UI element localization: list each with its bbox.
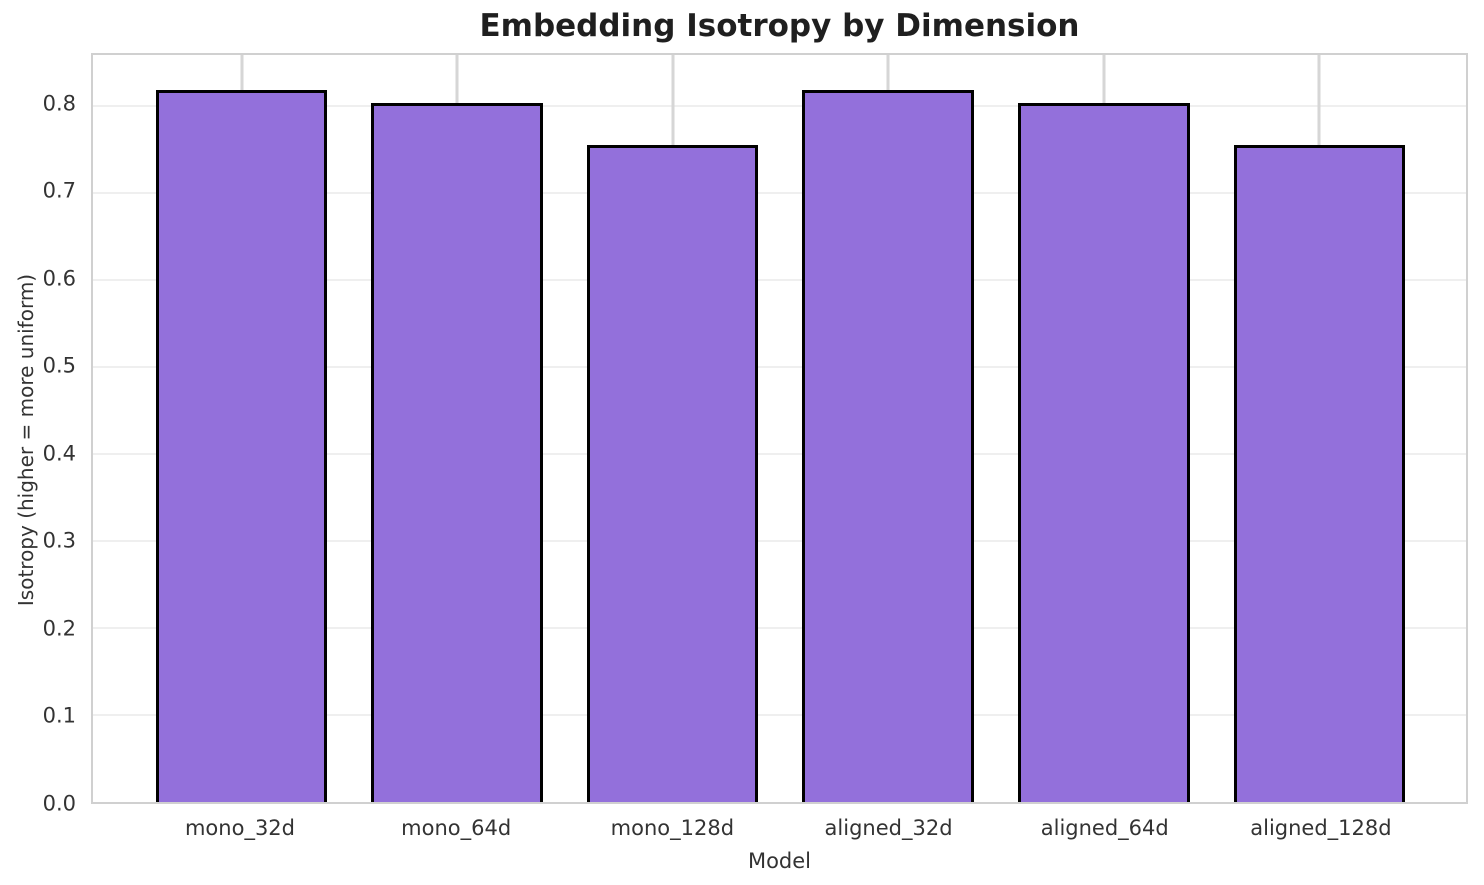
x-tick-label: mono_32d (184, 816, 295, 840)
bar-mono_128d (586, 144, 759, 802)
y-tick-label: 0.0 (42, 791, 76, 816)
horizontal-gridline (93, 452, 1466, 455)
horizontal-gridline (93, 713, 1466, 716)
y-tick-label: 0.6 (42, 266, 76, 291)
plot-area (91, 53, 1468, 804)
x-tick-label: mono_64d (401, 816, 512, 840)
bar-aligned_128d (1233, 144, 1406, 802)
x-axis-tick-labels: mono_32d mono_64d mono_128d aligned_32d alig… (91, 816, 1468, 844)
horizontal-gridline (93, 278, 1466, 281)
horizontal-gridline (93, 191, 1466, 194)
x-tick-label: aligned_128d (1250, 816, 1392, 840)
chart-title: Embedding Isotropy by Dimension (479, 8, 1080, 44)
y-axis-title: Isotropy (higher = more uniform) (14, 273, 38, 607)
bar-aligned_32d (802, 89, 974, 802)
y-tick-label: 0.2 (42, 616, 76, 641)
x-tick-label: mono_128d (610, 816, 735, 840)
x-tick-label: aligned_64d (1040, 816, 1169, 840)
horizontal-gridline (93, 104, 1466, 107)
x-axis-title: Model (747, 849, 812, 873)
horizontal-gridline (93, 539, 1466, 542)
y-axis-tick-labels: 0.0 0.1 0.2 0.3 0.4 0.5 0.6 0.7 0.8 (0, 53, 76, 814)
y-tick-label: 0.5 (42, 353, 76, 378)
y-tick-label: 0.8 (42, 91, 76, 116)
y-tick-label: 0.4 (42, 441, 76, 466)
y-tick-label: 0.1 (42, 703, 76, 728)
bar-aligned_64d (1018, 102, 1190, 802)
horizontal-gridline (93, 626, 1466, 629)
bar-mono_32d (155, 89, 328, 802)
y-tick-label: 0.3 (42, 528, 76, 553)
y-tick-label: 0.7 (42, 178, 76, 203)
horizontal-gridline (93, 365, 1466, 368)
bar-mono_64d (371, 102, 543, 802)
x-tick-label: aligned_32d (824, 816, 953, 840)
